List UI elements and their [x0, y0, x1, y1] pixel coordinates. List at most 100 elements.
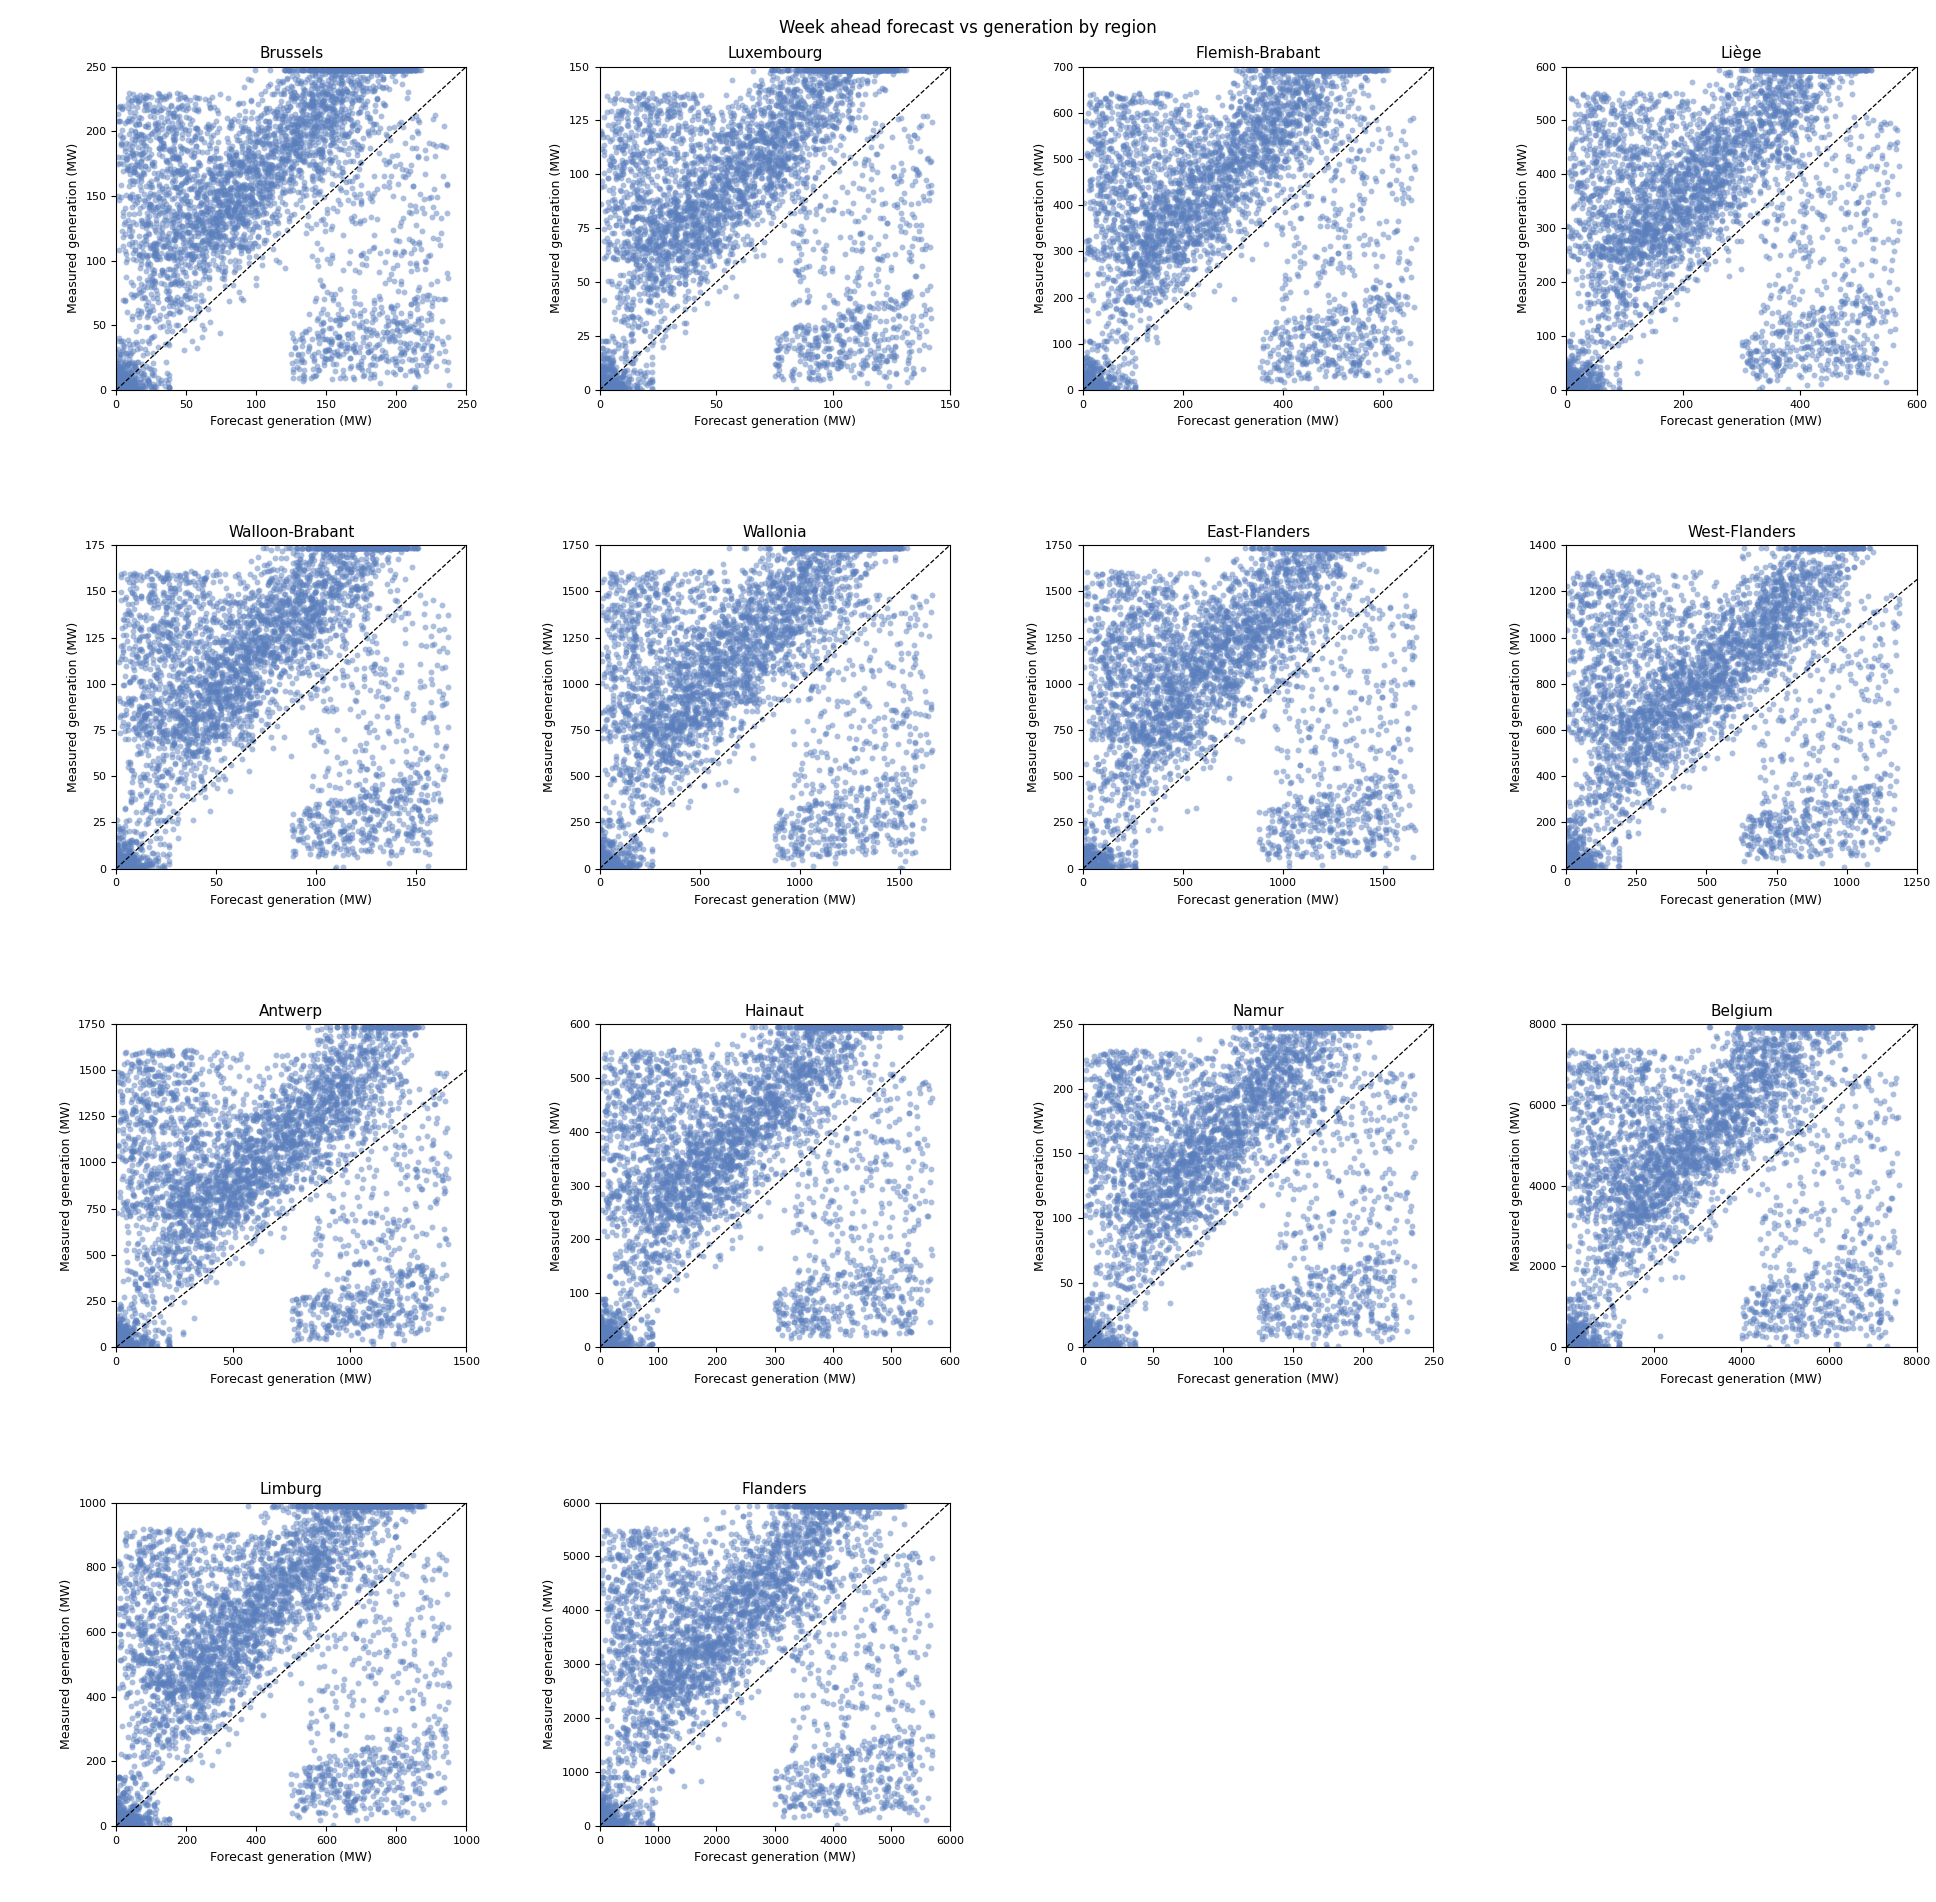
Point: [1107, 784, 1138, 814]
Point: [666, 1655, 697, 1685]
Point: [1084, 107, 1115, 137]
Point: [1764, 702, 1795, 732]
Point: [761, 1084, 792, 1115]
Point: [130, 84, 161, 114]
Point: [348, 359, 379, 390]
Point: [134, 1697, 165, 1727]
Point: [1295, 76, 1326, 107]
Point: [716, 152, 747, 183]
Point: [316, 1075, 347, 1105]
Point: [858, 337, 889, 367]
Point: [1555, 352, 1586, 382]
Point: [1138, 573, 1169, 603]
Point: [257, 593, 288, 624]
Point: [248, 1132, 279, 1162]
Point: [1713, 1050, 1744, 1080]
Point: [1570, 1312, 1601, 1343]
Point: [590, 641, 621, 671]
Point: [612, 1288, 643, 1318]
Point: [802, 1092, 832, 1122]
Point: [217, 160, 248, 190]
Point: [287, 80, 318, 110]
Point: [1611, 202, 1642, 232]
Point: [1702, 666, 1733, 696]
Point: [248, 1590, 279, 1621]
Point: [726, 599, 757, 630]
Point: [1649, 224, 1680, 255]
Point: [1181, 1130, 1212, 1160]
Point: [1107, 306, 1138, 337]
Point: [234, 706, 265, 736]
Point: [825, 80, 856, 110]
Point: [1080, 1155, 1111, 1185]
Point: [1086, 352, 1117, 382]
Point: [112, 848, 143, 879]
Point: [1721, 633, 1752, 664]
Point: [378, 1731, 408, 1761]
Point: [385, 1271, 416, 1301]
Point: [368, 732, 399, 763]
Point: [716, 127, 747, 158]
Point: [277, 605, 308, 635]
Point: [889, 1063, 920, 1094]
Point: [598, 1312, 629, 1343]
Point: [1812, 1204, 1843, 1234]
Point: [1665, 1042, 1696, 1073]
Point: [1270, 557, 1301, 588]
Point: [294, 1763, 325, 1794]
Point: [1071, 831, 1102, 862]
Point: [776, 592, 807, 622]
Point: [759, 129, 790, 160]
Point: [1601, 1160, 1632, 1191]
Point: [678, 1708, 709, 1738]
Point: [221, 683, 252, 713]
Point: [1154, 671, 1185, 702]
Point: [1371, 287, 1402, 318]
Point: [1630, 1061, 1661, 1092]
Point: [1212, 1120, 1243, 1151]
Point: [697, 1147, 728, 1177]
Point: [277, 597, 308, 628]
Point: [796, 55, 827, 86]
Point: [1175, 1050, 1206, 1080]
Point: [401, 329, 432, 359]
Point: [1843, 1012, 1874, 1042]
Point: [681, 607, 712, 637]
Point: [240, 173, 271, 204]
Point: [1156, 763, 1187, 793]
Point: [811, 742, 842, 772]
Point: [149, 1700, 180, 1731]
Point: [1630, 1177, 1661, 1208]
Point: [784, 1054, 815, 1084]
Point: [1105, 103, 1136, 133]
Point: [1361, 533, 1392, 563]
Point: [312, 198, 343, 228]
Point: [1154, 207, 1185, 238]
Point: [103, 373, 134, 403]
Point: [1773, 803, 1804, 833]
Point: [771, 1310, 802, 1341]
Point: [1094, 1071, 1125, 1101]
Point: [774, 1033, 805, 1063]
Point: [1301, 86, 1332, 116]
Point: [211, 165, 242, 196]
Point: [1812, 1018, 1843, 1048]
Point: [186, 196, 217, 226]
Point: [318, 82, 348, 112]
Point: [1138, 236, 1169, 266]
Point: [108, 1331, 139, 1362]
Point: [1866, 630, 1897, 660]
Point: [199, 1584, 230, 1615]
Point: [1762, 590, 1793, 620]
Point: [749, 586, 780, 616]
Point: [240, 167, 271, 198]
Point: [1651, 1145, 1682, 1175]
Point: [865, 1063, 896, 1094]
Point: [112, 1776, 143, 1807]
Point: [106, 156, 137, 186]
Point: [815, 590, 846, 620]
Point: [1084, 1326, 1115, 1356]
Point: [161, 200, 192, 230]
Point: [620, 1194, 650, 1225]
Point: [170, 181, 201, 211]
